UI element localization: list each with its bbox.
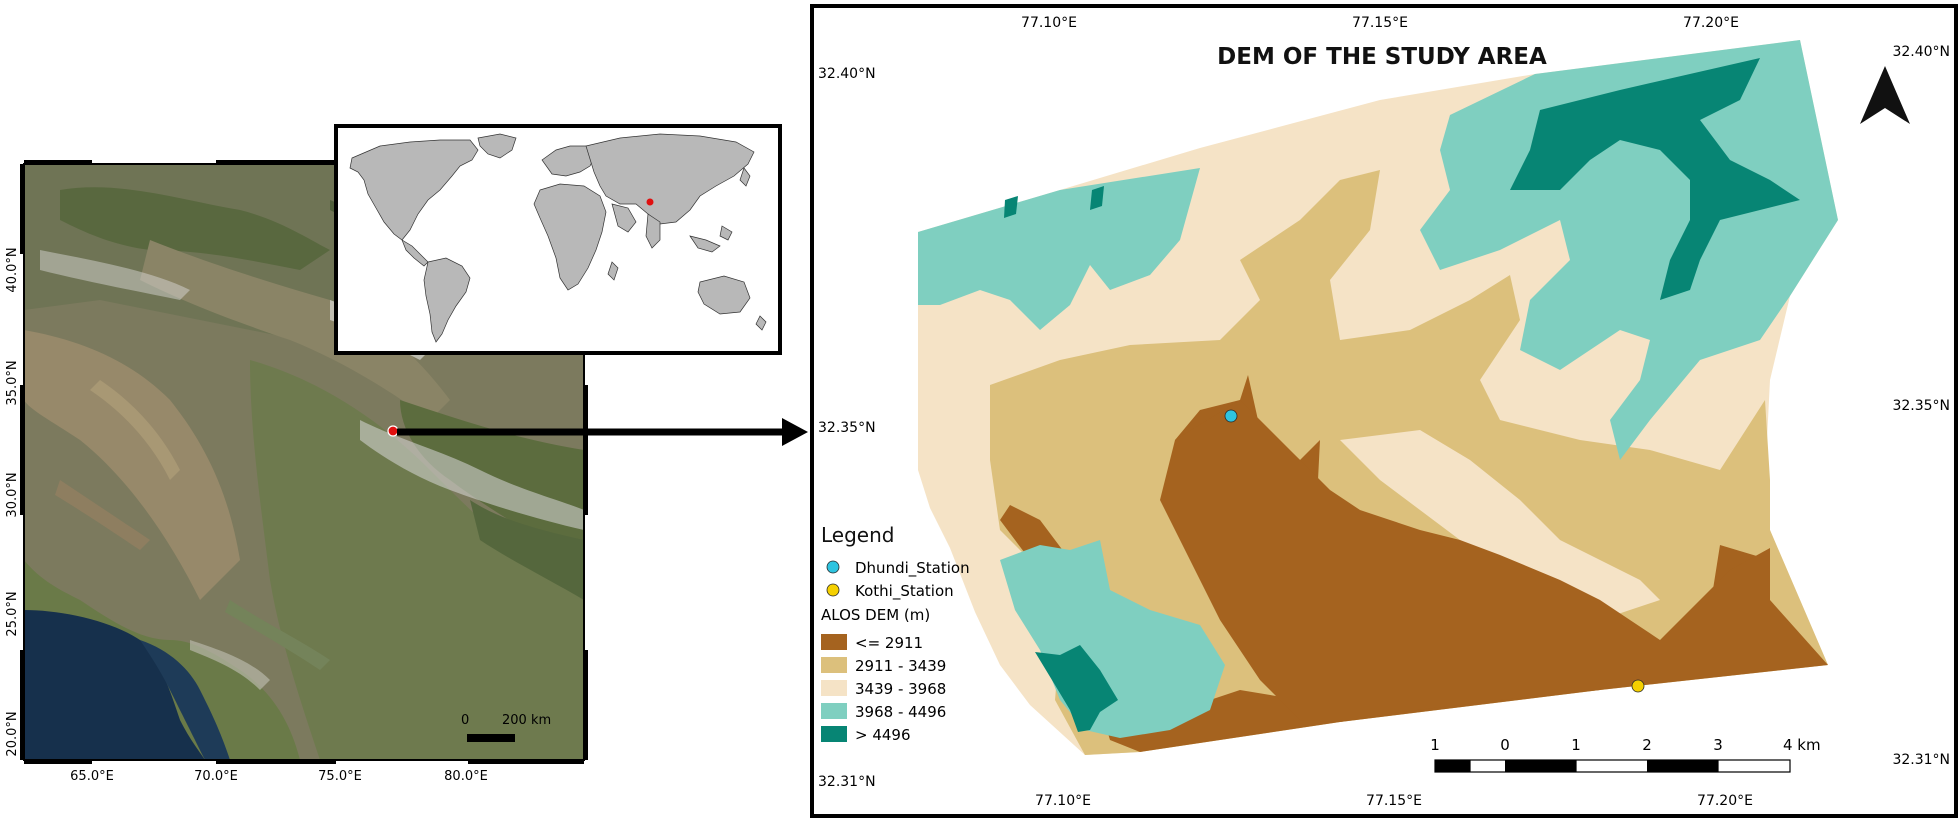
legend-dem-title: ALOS DEM (m) — [821, 606, 930, 624]
dem-scale-label: 1 — [1571, 736, 1581, 754]
dem-lat-label-right: 32.40°N — [1892, 44, 1950, 60]
dem-lat-label-left: 32.31°N — [818, 774, 876, 790]
legend-swatch-3968-4496 — [821, 703, 847, 719]
legend-class-label: <= 2911 — [855, 634, 923, 652]
study-area-marker — [387, 425, 399, 437]
dem-lon-label-top: 77.15°E — [1352, 15, 1408, 31]
dem-lat-label-right: 32.35°N — [1892, 398, 1950, 414]
dem-scale-label: 3 — [1713, 736, 1723, 754]
dem-class-gt-4496 — [1004, 196, 1018, 218]
regional-lat-label: 40.0°N — [5, 247, 20, 292]
regional-lat-label: 20.0°N — [5, 711, 20, 756]
legend-swatch-2911-3439 — [821, 657, 847, 673]
regional-lon-label: 80.0°E — [444, 769, 488, 784]
regional-lat-label: 25.0°N — [5, 591, 20, 636]
dem-class-gt-4496 — [1090, 186, 1104, 210]
legend-swatch-3439-3968 — [821, 680, 847, 696]
regional-scale-bar — [467, 734, 515, 742]
dem-lat-label-right: 32.31°N — [1892, 752, 1950, 768]
legend-dhundi-label: Dhundi_Station — [855, 559, 970, 578]
legend-class-label: > 4496 — [855, 726, 911, 744]
world-location-marker — [646, 198, 654, 206]
dem-lat-label-left: 32.40°N — [818, 66, 876, 82]
legend-class-label: 3439 - 3968 — [855, 680, 946, 698]
legend-kothi-label: Kothi_Station — [855, 582, 954, 601]
dem-class-gt-4496 — [1035, 645, 1118, 732]
regional-scale-end: 200 km — [502, 713, 551, 728]
legend-swatch-gt-4496 — [821, 726, 847, 742]
dem-scale-bar: 1 0 1 2 3 4 km — [1430, 736, 1821, 773]
regional-lat-label: 30.0°N — [5, 472, 20, 517]
regional-lon-label: 65.0°E — [70, 769, 114, 784]
dem-class-gt-4496 — [1510, 58, 1800, 300]
dem-scale-label: 2 — [1642, 736, 1652, 754]
regional-lat-label: 35.0°N — [5, 360, 20, 405]
dem-map-title: DEM OF THE STUDY AREA — [1217, 44, 1547, 70]
dem-scale-label: 0 — [1500, 736, 1510, 754]
dem-map: DEM OF THE STUDY AREA 77.10°E 77.15°E 77… — [810, 4, 1958, 818]
dhundi-station-marker — [1224, 409, 1238, 423]
dem-lon-label-bottom: 77.15°E — [1366, 793, 1422, 809]
dem-lon-label-bottom: 77.20°E — [1697, 793, 1753, 809]
kothi-station-marker — [1631, 679, 1645, 693]
world-inset-map — [334, 124, 782, 355]
north-arrow-icon — [1860, 66, 1910, 124]
regional-lon-label: 75.0°E — [318, 769, 362, 784]
dem-class-2911-3439 — [1340, 430, 1660, 620]
legend-swatch-le-2911 — [821, 634, 847, 650]
dem-class-le-2911 — [1160, 400, 1828, 722]
dem-scale-label: 4 km — [1783, 736, 1821, 754]
dem-lat-label-left: 32.35°N — [818, 420, 876, 436]
dem-class-3968-4496 — [918, 168, 1200, 330]
legend-class-label: 3968 - 4496 — [855, 703, 946, 721]
dem-lon-label-bottom: 77.10°E — [1035, 793, 1091, 809]
legend-kothi-symbol — [826, 583, 840, 597]
legend-dhundi-symbol — [826, 560, 840, 574]
dem-class-3968-4496 — [1420, 40, 1838, 460]
dem-scale-label: 1 — [1430, 736, 1440, 754]
regional-scale-start: 0 — [461, 713, 469, 728]
regional-lon-label: 70.0°E — [194, 769, 238, 784]
dem-class-3968-4496 — [1000, 540, 1225, 738]
dem-lon-label-top: 77.10°E — [1021, 15, 1077, 31]
legend-heading: Legend — [821, 523, 894, 547]
dem-legend: Legend Dhundi_Station Kothi_Station ALOS… — [821, 523, 970, 744]
dem-lon-label-top: 77.20°E — [1683, 15, 1739, 31]
legend-class-label: 2911 - 3439 — [855, 657, 946, 675]
locator-arrow — [397, 418, 808, 446]
